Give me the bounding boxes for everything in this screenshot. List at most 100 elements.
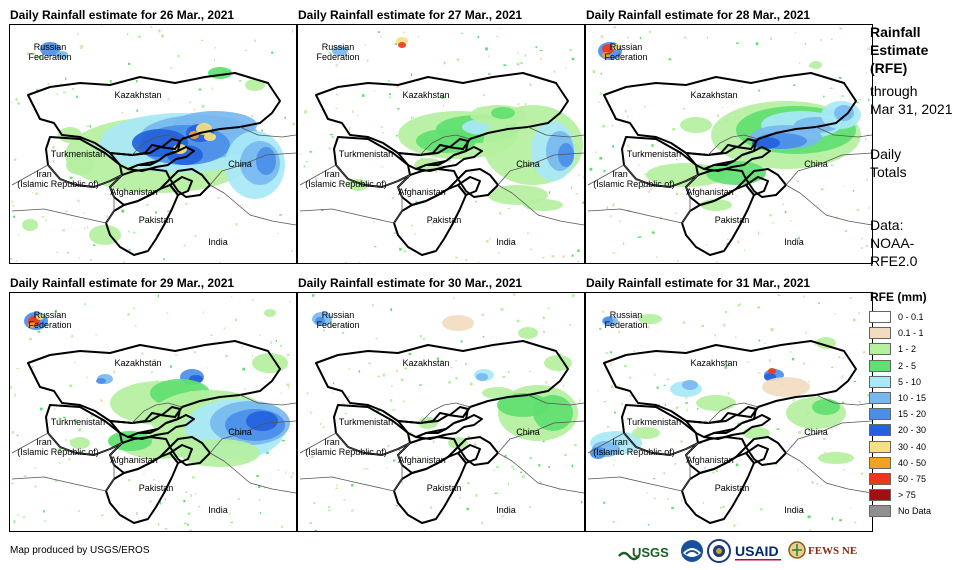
rain-speckle: [569, 49, 572, 52]
rain-speckle: [128, 230, 130, 233]
rain-speckle: [460, 32, 464, 35]
rain-speckle: [149, 500, 152, 503]
rain-speckle: [865, 137, 867, 140]
rain-speckle: [239, 80, 242, 82]
rain-speckle: [798, 431, 801, 434]
rain-speckle: [56, 251, 59, 253]
rain-speckle: [74, 419, 77, 422]
rain-speckle: [724, 310, 727, 314]
rain-speckle: [279, 214, 282, 216]
rain-speckle: [393, 459, 396, 462]
fews-net-logo: FEWS NET: [788, 541, 857, 559]
rain-speckle: [210, 334, 213, 336]
rain-speckle: [850, 507, 852, 509]
rain-speckle: [127, 62, 131, 65]
rain-speckle: [794, 31, 797, 34]
country-border: [393, 452, 467, 524]
rain-speckle: [34, 485, 37, 488]
rain-speckle: [390, 399, 393, 402]
rain-speckle: [390, 308, 392, 312]
rain-speckle: [450, 367, 453, 369]
rain-speckle: [69, 384, 73, 388]
rain-speckle: [335, 487, 338, 489]
rain-speckle: [415, 200, 418, 204]
rainfall-area: [396, 37, 408, 45]
rain-speckle: [842, 401, 844, 404]
rain-speckle: [69, 176, 73, 179]
rain-speckle: [435, 170, 438, 173]
rain-speckle: [428, 428, 430, 430]
legend-label: 1 - 2: [898, 344, 917, 355]
rain-speckle: [614, 411, 616, 414]
rain-speckle: [860, 247, 863, 250]
rain-speckle: [448, 381, 451, 384]
rain-speckle: [128, 249, 131, 251]
rain-speckle: [163, 489, 165, 492]
rain-speckle: [78, 200, 80, 203]
country-border: [603, 72, 857, 156]
rain-speckle: [332, 180, 334, 184]
rain-speckle: [242, 367, 246, 371]
rain-speckle: [600, 73, 603, 75]
rainfall-area: [246, 411, 278, 431]
rain-speckle: [150, 26, 153, 28]
panel-title-26: Daily Rainfall estimate for 26 Mar., 202…: [10, 8, 235, 22]
rain-speckle: [12, 204, 15, 207]
rain-speckle: [153, 358, 156, 362]
rain-speckle: [381, 166, 384, 168]
rain-speckle: [633, 350, 635, 352]
rain-speckle: [551, 255, 555, 258]
rain-speckle: [733, 524, 736, 527]
rain-speckle: [191, 476, 195, 479]
rain-speckle: [358, 370, 361, 373]
legend-swatch: [869, 456, 891, 469]
rain-speckle: [664, 403, 666, 407]
rain-speckle: [682, 321, 686, 324]
rainfall-area: [398, 42, 406, 48]
rain-speckle: [612, 252, 616, 254]
rain-speckle: [636, 426, 640, 429]
country-border: [527, 394, 584, 406]
rain-speckle: [328, 509, 331, 512]
rain-speckle: [419, 335, 423, 338]
rain-speckle: [735, 336, 737, 338]
panel-title-31: Daily Rainfall estimate for 31 Mar., 202…: [586, 276, 811, 290]
rain-speckle: [775, 463, 777, 466]
rain-speckle: [648, 190, 650, 193]
country-border: [11, 164, 123, 224]
rain-speckle: [403, 417, 406, 419]
rain-speckle: [40, 407, 43, 411]
rain-speckle: [138, 35, 141, 38]
rain-speckle: [344, 413, 348, 415]
rain-speckle: [841, 95, 844, 97]
rain-speckle: [29, 337, 32, 341]
rain-speckle: [597, 390, 599, 392]
rain-speckle: [704, 467, 706, 470]
rain-speckle: [170, 67, 173, 69]
rain-speckle: [121, 112, 124, 114]
rain-speckle: [431, 222, 433, 225]
rain-speckle: [656, 256, 658, 258]
rain-speckle: [351, 509, 354, 512]
rain-speckle: [377, 375, 380, 378]
rain-speckle: [412, 116, 414, 119]
rain-speckle: [674, 212, 678, 214]
rain-speckle: [254, 39, 256, 42]
country-border: [209, 152, 296, 186]
map-label-iran-1: Iran: [324, 437, 340, 447]
rain-speckle: [496, 465, 499, 469]
rain-speckle: [465, 362, 468, 366]
rain-speckle: [198, 88, 202, 91]
rain-speckle: [829, 87, 833, 90]
rain-speckle: [141, 352, 144, 355]
country-border: [11, 432, 123, 492]
rain-speckle: [722, 323, 726, 327]
rainfall-area: [348, 179, 368, 191]
rain-speckle: [516, 62, 520, 66]
rain-speckle: [109, 80, 112, 83]
rain-speckle: [13, 158, 17, 161]
map-label-india: India: [496, 505, 516, 515]
legend-label: No Data: [898, 506, 932, 517]
rain-speckle: [190, 494, 193, 497]
map-panel-28: Russian Federation Kazakhstan Turkmenistan C…: [585, 24, 873, 264]
